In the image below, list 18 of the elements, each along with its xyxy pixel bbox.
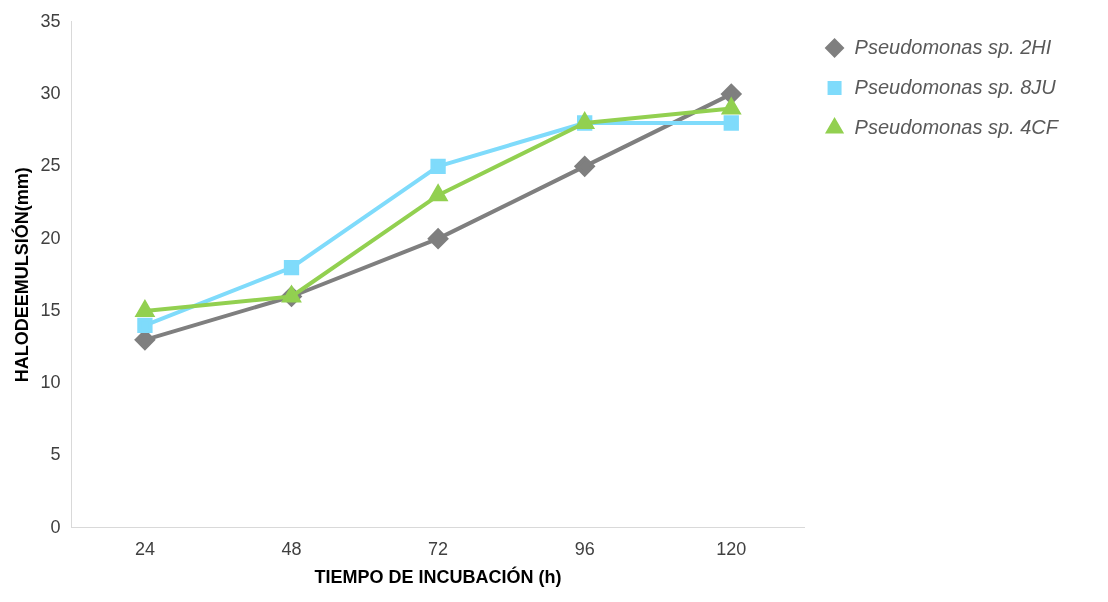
x-tick-label: 24: [134, 538, 155, 559]
y-tick-label: 20: [40, 227, 61, 248]
x-tick-label: 48: [281, 538, 302, 559]
y-tick-label: 25: [40, 155, 61, 176]
x-tick-label: 96: [574, 538, 595, 559]
legend-label: Pseudomonas sp. 4CF: [854, 115, 1060, 138]
y-tick-label: 10: [40, 372, 61, 393]
y-tick-label: 30: [40, 83, 61, 104]
x-tick-label: 72: [428, 538, 449, 559]
x-tick-label: 120: [716, 538, 747, 559]
y-axis-title: HALODEEMULSIÓN(mm): [10, 167, 32, 383]
x-axis-title: TIEMPO DE INCUBACIÓN (h): [314, 566, 562, 588]
y-tick-label: 15: [40, 299, 61, 320]
y-tick-label: 5: [50, 444, 61, 465]
legend-label: Pseudomonas sp. 2HI: [854, 35, 1052, 58]
y-tick-label: 0: [50, 516, 61, 537]
y-tick-label: 35: [40, 10, 61, 31]
legend-label: Pseudomonas sp. 8JU: [854, 75, 1057, 98]
